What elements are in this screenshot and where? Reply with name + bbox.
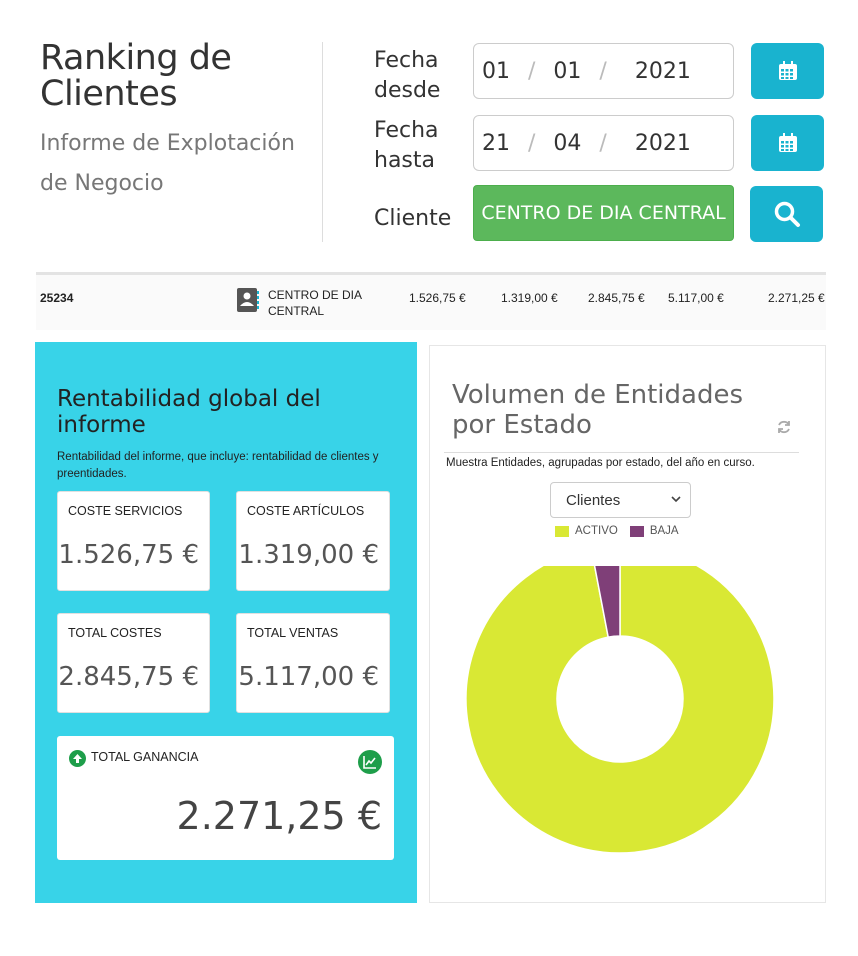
entidades-description: Muestra Entidades, agrupadas por estado,…	[446, 457, 755, 469]
fecha-desde-label: Fecha desde	[374, 48, 441, 103]
chevron-down-icon	[671, 496, 681, 503]
legend-item-activo[interactable]: ACTIVO	[555, 525, 618, 537]
coste-servicios-label: COSTE SERVICIOS	[68, 504, 183, 518]
page-header: Ranking de Clientes Informe de Explotaci…	[40, 40, 310, 204]
chart-legend: ACTIVO BAJA	[555, 525, 691, 537]
legend-swatch	[629, 525, 644, 537]
entidades-title: Volumen de Entidades por Estado	[452, 380, 744, 440]
page-subtitle: Informe de Explotación de Negocio	[40, 131, 295, 196]
fecha-hasta-year[interactable]: 2021	[634, 130, 691, 156]
donut-slice-activo[interactable]	[465, 566, 775, 854]
total-ventas-label: TOTAL VENTAS	[247, 626, 339, 640]
row-coste-servicios: 1.526,75 €	[409, 291, 466, 305]
fecha-desde-day[interactable]: 01	[482, 58, 510, 84]
title-divider	[444, 452, 799, 453]
fecha-hasta-label: Fecha hasta	[374, 118, 439, 173]
entidades-card: Volumen de Entidades por Estado Muestra …	[429, 345, 826, 903]
row-total-ganancia: 2.271,25 €	[768, 291, 825, 305]
page-title: Ranking de Clientes	[40, 38, 232, 114]
coste-servicios-box: COSTE SERVICIOS 1.526,75 €	[57, 491, 210, 591]
row-total-costes: 2.845,75 €	[588, 291, 645, 305]
row-coste-articulos: 1.319,00 €	[501, 291, 558, 305]
search-button[interactable]	[750, 186, 823, 242]
arrow-up-circle-icon	[69, 750, 86, 767]
cliente-label: Cliente	[374, 206, 452, 231]
calendar-icon	[778, 61, 797, 80]
fecha-desde-year[interactable]: 2021	[634, 58, 691, 84]
contact-book-icon	[237, 288, 259, 312]
date-separator: /	[599, 130, 607, 156]
total-ventas-box: TOTAL VENTAS 5.117,00 €	[236, 613, 390, 713]
fecha-desde-month[interactable]: 01	[553, 58, 582, 84]
coste-articulos-value: 1.319,00 €	[238, 540, 379, 570]
fecha-hasta-month[interactable]: 04	[553, 130, 582, 156]
total-ganancia-box: TOTAL GANANCIA 2.271,25 €	[57, 736, 394, 860]
total-ganancia-value: 2.271,25 €	[176, 794, 382, 838]
fecha-desde-calendar-button[interactable]	[751, 43, 824, 99]
total-costes-value: 2.845,75 €	[58, 662, 199, 692]
fecha-hasta-input[interactable]: 21 / 04 / 2021	[473, 115, 734, 171]
legend-label-baja: BAJA	[649, 525, 679, 537]
rentabilidad-description: Rentabilidad del informe, que incluye: r…	[57, 451, 379, 480]
date-separator: /	[528, 58, 536, 84]
entity-type-selected: Clientes	[566, 491, 621, 509]
refresh-icon[interactable]	[776, 419, 792, 440]
row-total-ventas: 5.117,00 €	[668, 291, 724, 305]
rentabilidad-title: Rentabilidad global del informe	[57, 386, 321, 438]
fecha-desde-input[interactable]: 01 / 01 / 2021	[473, 43, 734, 99]
legend-label-activo: ACTIVO	[575, 525, 618, 537]
date-separator: /	[528, 130, 536, 156]
coste-articulos-box: COSTE ARTÍCULOS 1.319,00 €	[236, 491, 390, 591]
legend-item-baja[interactable]: BAJA	[629, 525, 679, 537]
donut-slice-baja[interactable]	[591, 566, 621, 638]
fecha-hasta-calendar-button[interactable]	[751, 115, 824, 171]
calendar-icon	[778, 133, 797, 152]
total-costes-box: TOTAL COSTES 2.845,75 €	[57, 613, 210, 713]
total-ventas-value: 5.117,00 €	[238, 662, 379, 692]
client-id: 25234	[40, 291, 74, 305]
entity-type-select[interactable]: Clientes	[550, 482, 691, 518]
header-divider	[322, 42, 323, 242]
cliente-select-button[interactable]: CENTRO DE DIA CENTRAL	[473, 185, 734, 241]
total-costes-label: TOTAL COSTES	[68, 626, 162, 640]
search-icon	[774, 201, 800, 227]
legend-swatch	[555, 525, 569, 537]
total-ganancia-label: TOTAL GANANCIA	[91, 750, 199, 764]
coste-articulos-label: COSTE ARTÍCULOS	[247, 504, 365, 518]
date-separator: /	[599, 58, 607, 84]
client-name: CENTRO DE DIA CENTRAL	[268, 288, 362, 318]
trending-chart-icon[interactable]	[358, 750, 382, 774]
rentabilidad-card: Rentabilidad global del informe Rentabil…	[35, 342, 417, 903]
fecha-hasta-day[interactable]: 21	[482, 130, 510, 156]
table-row[interactable]: 25234 CENTRO DE DIA CENTRAL 1.526,75 € 1…	[36, 272, 826, 330]
coste-servicios-value: 1.526,75 €	[58, 540, 199, 570]
client-contact[interactable]: CENTRO DE DIA CENTRAL	[236, 287, 378, 319]
donut-chart	[465, 566, 775, 854]
